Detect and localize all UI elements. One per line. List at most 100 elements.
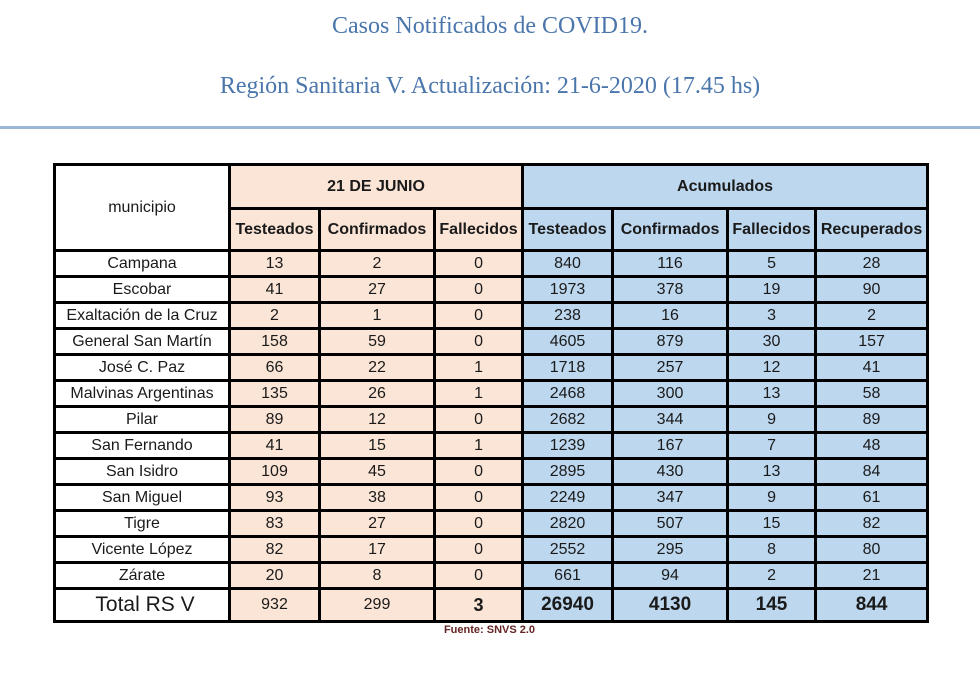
table-row: Pilar 89 12 0 2682 344 9 89 — [53, 405, 930, 434]
column-header-fallecidos-acum: Fallecidos — [726, 207, 818, 252]
june-value-cell: 27 — [318, 509, 436, 538]
acumulados-value-cell: 80 — [814, 535, 930, 564]
acumulados-value-cell: 2 — [814, 301, 930, 330]
june-value-cell: 1 — [432, 431, 525, 460]
acumulados-value-cell: 30 — [726, 327, 818, 356]
acumulados-value-cell: 4130 — [611, 587, 730, 623]
june-value-cell: 109 — [228, 457, 321, 486]
june-value-cell: 89 — [228, 405, 321, 434]
june-value-cell: 0 — [432, 483, 525, 512]
acumulados-value-cell: 19 — [726, 275, 818, 304]
acumulados-value-cell: 90 — [814, 275, 930, 304]
page-subtitle: Región Sanitaria V. Actualización: 21-6-… — [219, 73, 761, 99]
column-header-testeados-acum: Testeados — [521, 207, 615, 252]
june-value-cell: 1 — [432, 353, 525, 382]
june-value-cell: 0 — [432, 457, 525, 486]
table-row: San Isidro 109 45 0 2895 430 13 84 — [53, 457, 930, 486]
june-value-cell: 3 — [432, 587, 525, 623]
acumulados-value-cell: 879 — [611, 327, 730, 356]
table-row: Exaltación de la Cruz 2 1 0 238 16 3 2 — [53, 301, 930, 330]
june-value-cell: 8 — [318, 561, 436, 590]
june-value-cell: 1 — [432, 379, 525, 408]
june-value-cell: 15 — [318, 431, 436, 460]
acumulados-value-cell: 378 — [611, 275, 730, 304]
acumulados-value-cell: 8 — [726, 535, 818, 564]
acumulados-value-cell: 2468 — [521, 379, 615, 408]
june-value-cell: 0 — [432, 249, 525, 278]
acumulados-value-cell: 2552 — [521, 535, 615, 564]
june-value-cell: 1 — [318, 301, 436, 330]
title-divider — [0, 126, 980, 129]
acumulados-value-cell: 238 — [521, 301, 615, 330]
june-value-cell: 93 — [228, 483, 321, 512]
municipality-name: San Isidro — [53, 457, 231, 486]
municipality-name: San Miguel — [53, 483, 231, 512]
june-value-cell: 20 — [228, 561, 321, 590]
acumulados-value-cell: 300 — [611, 379, 730, 408]
page-title: Casos Notificados de COVID19. — [332, 13, 648, 39]
acumulados-value-cell: 145 — [726, 587, 818, 623]
june-value-cell: 82 — [228, 535, 321, 564]
june-value-cell: 83 — [228, 509, 321, 538]
municipality-name: Vicente López — [53, 535, 231, 564]
june-value-cell: 0 — [432, 327, 525, 356]
municipality-name: Escobar — [53, 275, 231, 304]
acumulados-value-cell: 58 — [814, 379, 930, 408]
municipio-column-header: municipio — [53, 163, 231, 252]
june-value-cell: 932 — [228, 587, 321, 623]
acumulados-value-cell: 16 — [611, 301, 730, 330]
table-row: San Miguel 93 38 0 2249 347 9 61 — [53, 483, 930, 512]
municipality-name: Zárate — [53, 561, 231, 590]
acumulados-value-cell: 7 — [726, 431, 818, 460]
municipality-name: General San Martín — [53, 327, 231, 356]
group-header-21-de-junio: 21 DE JUNIO — [227, 163, 525, 210]
june-value-cell: 2 — [228, 301, 321, 330]
acumulados-value-cell: 82 — [814, 509, 930, 538]
acumulados-value-cell: 507 — [611, 509, 730, 538]
acumulados-value-cell: 1718 — [521, 353, 615, 382]
table-row: Malvinas Argentinas 135 26 1 2468 300 13 58 — [53, 379, 930, 408]
acumulados-value-cell: 9 — [726, 405, 818, 434]
acumulados-value-cell: 257 — [611, 353, 730, 382]
table-row: Escobar 41 27 0 1973 378 19 90 — [53, 275, 930, 304]
june-value-cell: 0 — [432, 509, 525, 538]
covid-cases-table: municipio 21 DE JUNIO Acumulados Testead… — [53, 163, 930, 623]
acumulados-value-cell: 347 — [611, 483, 730, 512]
covid-table-body: Campana 13 2 0 840 116 5 28 Escobar 41 27 0 1973 378 1… — [53, 249, 930, 623]
acumulados-value-cell: 13 — [726, 379, 818, 408]
acumulados-value-cell: 9 — [726, 483, 818, 512]
acumulados-value-cell: 2249 — [521, 483, 615, 512]
june-value-cell: 59 — [318, 327, 436, 356]
column-header-recuperados-acum: Recuperados — [814, 207, 930, 252]
june-value-cell: 299 — [318, 587, 436, 623]
acumulados-value-cell: 28 — [814, 249, 930, 278]
june-value-cell: 27 — [318, 275, 436, 304]
acumulados-value-cell: 840 — [521, 249, 615, 278]
table-row: San Fernando 41 15 1 1239 167 7 48 — [53, 431, 930, 460]
municipality-name: José C. Paz — [53, 353, 231, 382]
acumulados-value-cell: 116 — [611, 249, 730, 278]
june-value-cell: 12 — [318, 405, 436, 434]
acumulados-value-cell: 41 — [814, 353, 930, 382]
june-value-cell: 0 — [432, 301, 525, 330]
june-value-cell: 0 — [432, 405, 525, 434]
acumulados-value-cell: 3 — [726, 301, 818, 330]
june-value-cell: 2 — [318, 249, 436, 278]
acumulados-value-cell: 344 — [611, 405, 730, 434]
source-note: Fuente: SNVS 2.0 — [443, 624, 536, 636]
acumulados-value-cell: 89 — [814, 405, 930, 434]
june-value-cell: 26 — [318, 379, 436, 408]
acumulados-value-cell: 1239 — [521, 431, 615, 460]
acumulados-value-cell: 844 — [814, 587, 930, 623]
total-row: Total RS V 932 299 3 26940 4130 145 844 — [53, 587, 930, 623]
acumulados-value-cell: 661 — [521, 561, 615, 590]
june-value-cell: 41 — [228, 431, 321, 460]
june-value-cell: 17 — [318, 535, 436, 564]
june-value-cell: 45 — [318, 457, 436, 486]
municipality-name: Tigre — [53, 509, 231, 538]
sub-header-row: Testeados Confirmados Fallecidos Testead… — [55, 207, 930, 252]
acumulados-value-cell: 2820 — [521, 509, 615, 538]
acumulados-value-cell: 94 — [611, 561, 730, 590]
acumulados-value-cell: 2682 — [521, 405, 615, 434]
municipality-name: Pilar — [53, 405, 231, 434]
